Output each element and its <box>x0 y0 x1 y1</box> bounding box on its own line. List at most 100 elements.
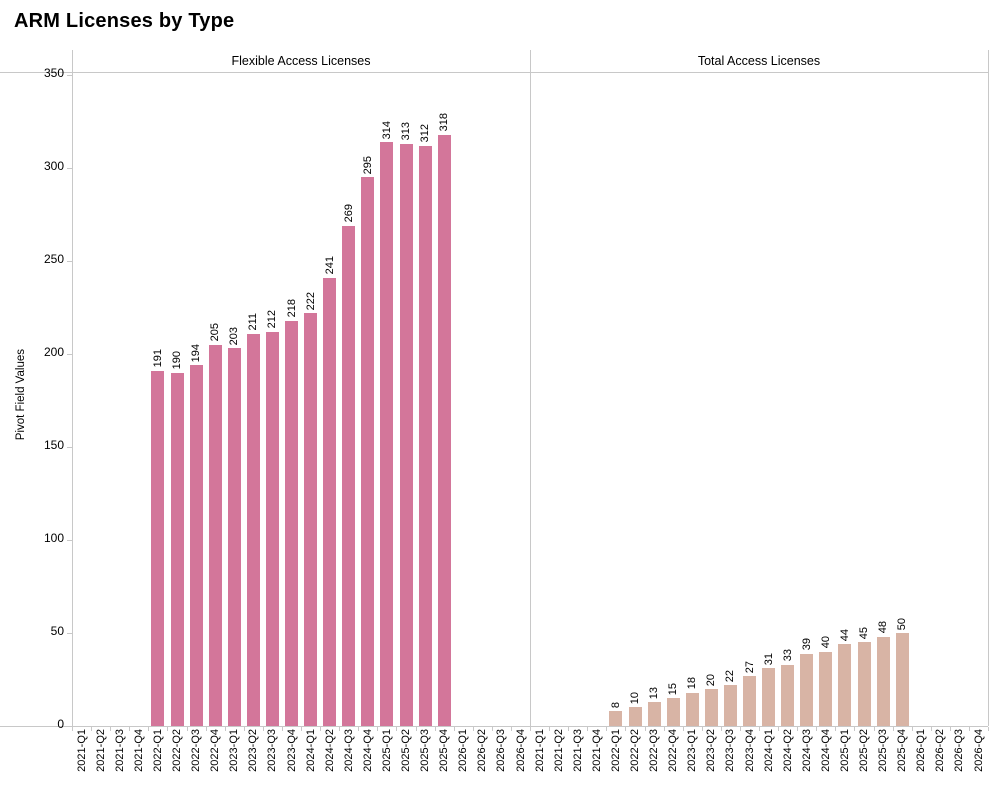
bar <box>723 685 737 726</box>
y-tick-label: 50 <box>50 624 64 638</box>
x-tick-mark <box>281 727 283 731</box>
bar <box>323 277 337 726</box>
x-tick-mark <box>816 727 818 731</box>
bar-value-label: 44 <box>838 628 851 642</box>
x-tick-label: 2023-Q4 <box>285 729 298 772</box>
x-tick-label: 2023-Q3 <box>724 729 737 772</box>
bar-value-label: 212 <box>266 310 279 329</box>
x-tick-mark <box>854 727 856 731</box>
bar <box>418 145 432 726</box>
x-tick-label: 2022-Q2 <box>171 729 183 772</box>
x-tick-label: 2023-Q2 <box>247 729 260 772</box>
bar <box>895 633 909 726</box>
bar-value-label: 48 <box>877 621 889 634</box>
y-tick-label: 100 <box>43 531 64 545</box>
x-tick-mark <box>339 727 341 731</box>
x-tick-mark <box>148 727 150 731</box>
bar <box>628 707 642 726</box>
bar <box>781 664 795 726</box>
x-tick-label: 2026-Q2 <box>476 729 489 772</box>
bar <box>399 143 413 726</box>
y-tick-label: 250 <box>43 252 64 266</box>
bar-value-label: 318 <box>438 113 451 132</box>
bar-value-label: 33 <box>781 649 794 662</box>
bar <box>666 698 680 726</box>
panel-header-total-access: Total Access Licenses <box>697 54 821 68</box>
x-tick-label: 2022-Q1 <box>151 729 164 772</box>
bar <box>762 668 775 726</box>
x-tick-mark <box>873 727 875 731</box>
x-tick-mark <box>301 727 302 731</box>
x-tick-label: 2025-Q1 <box>380 729 393 772</box>
bar <box>265 331 279 726</box>
x-tick-mark <box>701 727 703 731</box>
x-tick-label: 2024-Q3 <box>800 729 813 772</box>
x-tick-mark <box>606 727 608 731</box>
x-tick-mark <box>988 727 989 731</box>
x-tick-mark <box>415 727 417 731</box>
bar-value-label: 31 <box>762 653 775 666</box>
bar-value-label: 20 <box>705 673 718 686</box>
bar <box>361 177 375 726</box>
plot-top-border <box>0 72 988 73</box>
y-axis-line <box>72 50 73 727</box>
x-tick-mark <box>663 727 665 731</box>
x-tick-label: 2026-Q1 <box>457 729 470 772</box>
x-tick-mark <box>129 727 131 731</box>
x-tick-label: 2023-Q4 <box>743 729 756 772</box>
bar <box>800 653 814 726</box>
panel-divider <box>530 50 531 726</box>
x-tick-label: 2021-Q3 <box>113 729 126 772</box>
x-tick-mark <box>568 727 570 731</box>
bar <box>685 692 699 726</box>
bar-value-label: 39 <box>800 638 813 651</box>
x-tick-mark <box>167 727 169 731</box>
x-tick-label: 2025-Q2 <box>400 729 412 772</box>
y-tick-label: 200 <box>43 345 64 359</box>
x-tick-label: 2024-Q4 <box>819 729 832 772</box>
x-tick-mark <box>243 727 245 731</box>
x-tick-mark <box>530 727 531 731</box>
y-tick-label: 0 <box>57 717 64 731</box>
y-tick-mark <box>67 633 72 634</box>
y-tick-mark <box>67 447 72 448</box>
x-tick-mark <box>968 727 970 731</box>
bar <box>838 644 852 726</box>
x-tick-label: 2025-Q4 <box>896 729 909 772</box>
x-tick-label: 2024-Q3 <box>342 729 355 772</box>
x-tick-mark <box>778 727 780 731</box>
bar <box>876 636 890 726</box>
x-tick-label: 2023-Q1 <box>228 729 241 772</box>
x-tick-label: 2022-Q3 <box>190 729 202 772</box>
bar-value-label: 13 <box>648 686 660 699</box>
x-tick-label: 2025-Q2 <box>858 729 870 772</box>
bar <box>342 225 356 726</box>
y-tick-mark <box>67 540 72 541</box>
y-tick-mark <box>67 75 72 76</box>
bar-value-label: 22 <box>724 669 737 683</box>
y-tick-mark <box>67 354 72 355</box>
x-tick-label: 2024-Q1 <box>304 729 317 772</box>
x-tick-label: 2022-Q1 <box>609 729 622 772</box>
bar-value-label: 190 <box>171 351 183 370</box>
y-tick-label: 150 <box>43 438 64 452</box>
bar-value-label: 27 <box>743 660 756 673</box>
x-tick-label: 2024-Q2 <box>323 729 336 772</box>
x-tick-mark <box>892 727 894 731</box>
panel-header-flexible-access: Flexible Access Licenses <box>231 54 371 68</box>
bar <box>647 701 661 726</box>
bar-value-label: 313 <box>400 122 412 141</box>
bar <box>743 675 756 726</box>
bar-value-label: 18 <box>686 677 699 690</box>
x-axis-baseline <box>0 726 988 727</box>
bar <box>227 348 241 726</box>
bar <box>857 642 871 726</box>
x-tick-label: 2022-Q4 <box>209 729 222 772</box>
bar <box>189 365 203 726</box>
x-tick-label: 2021-Q1 <box>75 729 88 772</box>
bar <box>151 370 165 726</box>
y-tick-label: 300 <box>43 159 64 173</box>
bar <box>285 320 298 726</box>
x-tick-mark <box>625 727 627 731</box>
